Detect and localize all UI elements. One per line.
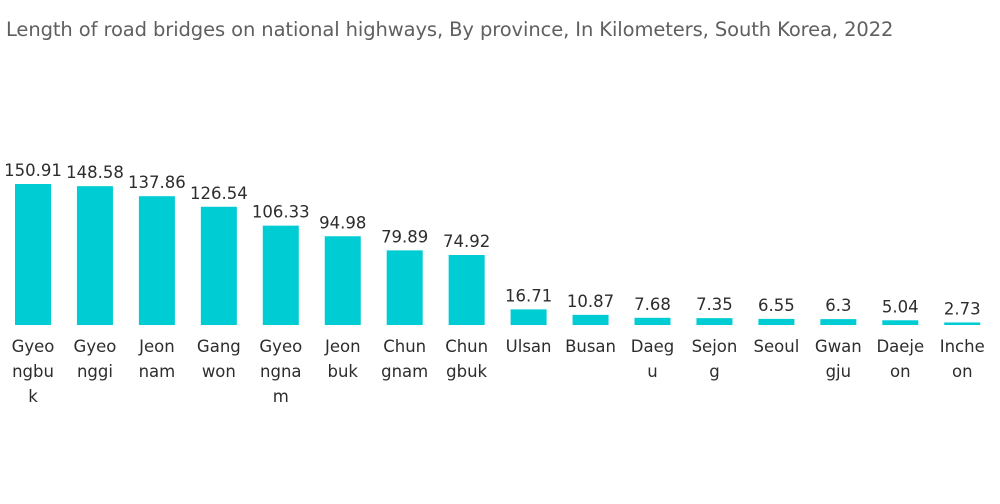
- bar: [200, 206, 237, 325]
- category-label: Gyeo ngbu k: [12, 337, 55, 406]
- bar: [572, 314, 609, 325]
- bar: [15, 184, 51, 325]
- bar: [386, 250, 423, 325]
- value-label: 79.89: [381, 227, 428, 246]
- bar: [138, 196, 175, 325]
- bar: [758, 318, 795, 325]
- chart-title: Length of road bridges on national highw…: [6, 18, 894, 41]
- value-label: 137.86: [128, 173, 186, 192]
- value-label: 10.87: [567, 292, 614, 311]
- value-label: 74.92: [443, 232, 490, 251]
- category-label: Chun gnam: [381, 337, 428, 381]
- value-label: 5.04: [882, 297, 919, 316]
- value-label: 106.33: [252, 203, 310, 222]
- value-label: 6.3: [825, 296, 851, 315]
- category-label: Ulsan: [506, 337, 552, 356]
- value-label: 150.91: [4, 161, 62, 180]
- bar: [324, 236, 361, 325]
- value-label: 148.58: [66, 163, 124, 182]
- bar: [76, 186, 113, 325]
- value-label: 6.55: [758, 296, 795, 315]
- category-labels-group: Gyeo ngbu k Gyeo nggi Jeon nam Gang won Gyeo ngna m…: [12, 337, 985, 406]
- category-label: Gyeo nggi: [74, 337, 117, 381]
- category-label: Inche on: [940, 337, 985, 381]
- bar: [448, 254, 485, 325]
- bar: [820, 319, 857, 325]
- category-label: Seoul: [754, 337, 800, 356]
- bar: [882, 320, 919, 325]
- value-label: 7.35: [696, 295, 733, 314]
- value-label: 94.98: [319, 213, 366, 232]
- category-label: Gwan gju: [815, 337, 862, 381]
- category-label: Gang won: [197, 337, 241, 381]
- value-label: 7.68: [634, 295, 671, 314]
- category-label: Daeje on: [876, 337, 924, 381]
- bar: [510, 309, 547, 325]
- value-label: 126.54: [190, 184, 248, 203]
- value-label: 2.73: [944, 299, 981, 318]
- category-label: Gyeo ngna m: [259, 337, 302, 406]
- category-label: Jeon nam: [138, 337, 175, 381]
- category-label: Chun gbuk: [445, 337, 488, 381]
- bar: [262, 225, 299, 325]
- category-label: Sejon g: [692, 337, 738, 381]
- category-label: Busan: [565, 337, 616, 356]
- category-label: Jeon buk: [324, 337, 361, 381]
- bar: [944, 322, 981, 325]
- category-label: Daeg u: [631, 337, 674, 381]
- bar: [634, 317, 671, 325]
- bar: [696, 318, 733, 325]
- bars-group: [15, 184, 981, 325]
- value-label: 16.71: [505, 286, 552, 305]
